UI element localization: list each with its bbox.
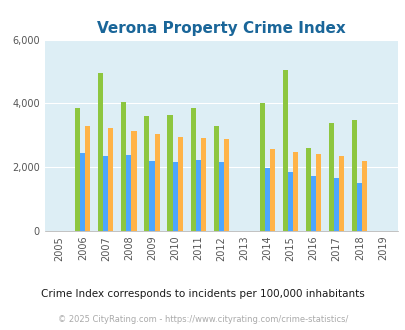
Bar xyxy=(149,161,154,231)
Bar xyxy=(75,108,80,231)
Bar xyxy=(356,183,361,231)
Bar xyxy=(315,154,320,231)
Bar xyxy=(131,131,136,231)
Bar xyxy=(264,168,269,231)
Bar xyxy=(103,156,108,231)
Title: Verona Property Crime Index: Verona Property Crime Index xyxy=(97,21,345,36)
Bar xyxy=(339,156,343,231)
Bar xyxy=(310,176,315,231)
Bar xyxy=(80,153,85,231)
Bar xyxy=(333,178,339,231)
Bar xyxy=(351,120,356,231)
Bar xyxy=(108,128,113,231)
Bar xyxy=(305,148,310,231)
Bar xyxy=(172,162,177,231)
Bar xyxy=(269,149,274,231)
Text: © 2025 CityRating.com - https://www.cityrating.com/crime-statistics/: © 2025 CityRating.com - https://www.city… xyxy=(58,315,347,324)
Bar xyxy=(85,126,90,231)
Bar xyxy=(200,138,205,231)
Bar xyxy=(287,172,292,231)
Bar xyxy=(144,116,149,231)
Bar xyxy=(167,115,172,231)
Bar xyxy=(361,161,367,231)
Text: Crime Index corresponds to incidents per 100,000 inhabitants: Crime Index corresponds to incidents per… xyxy=(41,289,364,299)
Bar xyxy=(328,122,333,231)
Bar xyxy=(195,160,200,231)
Bar xyxy=(282,70,287,231)
Bar xyxy=(121,102,126,231)
Bar xyxy=(98,73,103,231)
Bar xyxy=(154,134,159,231)
Bar xyxy=(213,126,218,231)
Bar xyxy=(177,137,182,231)
Bar xyxy=(292,152,297,231)
Bar xyxy=(259,103,264,231)
Bar xyxy=(190,108,195,231)
Bar xyxy=(218,162,223,231)
Bar xyxy=(223,139,228,231)
Bar xyxy=(126,155,131,231)
